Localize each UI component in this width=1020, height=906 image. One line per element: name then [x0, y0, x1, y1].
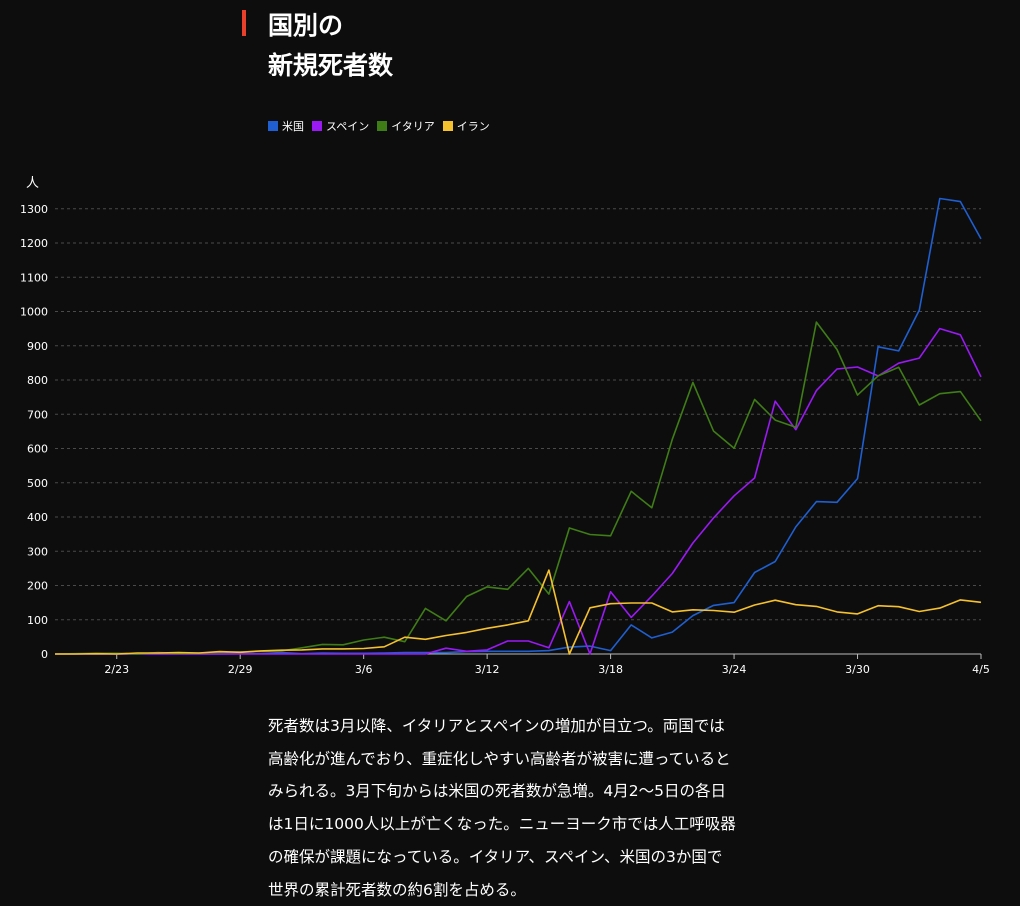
caption-line: の確保が課題になっている。イタリア、スペイン、米国の3か国で	[268, 847, 723, 866]
legend-swatch-iran	[442, 121, 453, 131]
series-line-スペイン	[55, 327, 982, 655]
x-tick-label: 3/12	[475, 663, 500, 676]
legend-item-us: 米国	[268, 118, 304, 134]
y-tick-label: 800	[27, 374, 48, 387]
legend-label-spain: スペイン	[326, 120, 370, 133]
caption-line: は1日に1000人以上が亡くなった。ニューヨーク市では人工呼吸器	[268, 815, 736, 834]
y-tick-label: 0	[41, 648, 48, 661]
y-tick-label: 500	[27, 477, 48, 490]
legend-item-spain: スペイン	[312, 118, 369, 134]
line-chart: 0 100 200 300 400 500 600 700 800 900 1000 1100 1200…	[20, 197, 990, 676]
legend-item-italy: イタリア	[377, 118, 435, 134]
caption-line: みられる。3月下旬からは米国の死者数が急増。4月2～5日の各日	[268, 782, 726, 801]
x-tick-label: 3/6	[355, 663, 373, 676]
x-tick-label: 3/24	[722, 663, 747, 676]
caption-line: 高齢化が進んでおり、重症化しやすい高齢者が被害に遭っていると	[268, 749, 731, 768]
y-tick-label: 600	[27, 443, 48, 456]
y-tick-label: 1200	[20, 237, 48, 250]
y-tick-label: 400	[27, 511, 48, 524]
legend-item-iran: イラン	[442, 118, 490, 134]
legend-label-italy: イタリア	[391, 120, 435, 133]
legend-swatch-us	[268, 121, 278, 131]
x-tick-label: 2/29	[228, 663, 253, 676]
title-line-1: 国別の	[268, 11, 344, 40]
y-tick-label: 700	[27, 408, 48, 421]
y-tick-label: 300	[27, 545, 48, 558]
y-tick-label: 100	[27, 614, 48, 627]
series-line-イラン	[55, 569, 982, 655]
y-tick-label: 1300	[20, 203, 48, 216]
legend-label-iran: イラン	[456, 120, 490, 133]
series-line-イタリア	[54, 321, 982, 655]
legend-swatch-spain	[312, 121, 322, 131]
page-title: 国別の 新規死者数	[268, 6, 393, 86]
x-tick-label: 2/23	[104, 663, 129, 676]
caption-line: 死者数は3月以降、イタリアとスペインの増加が目立つ。両国では	[268, 717, 725, 735]
caption-text: 死者数は3月以降、イタリアとスペインの増加が目立つ。両国では 高齢化が進んでおり…	[268, 710, 768, 906]
title-line-2: 新規死者数	[268, 51, 394, 80]
x-tick-label: 3/30	[845, 663, 870, 676]
y-tick-label: 200	[27, 580, 48, 593]
y-tick-label: 1100	[20, 271, 48, 284]
legend: 米国 スペイン イタリア イラン	[268, 118, 490, 134]
y-tick-label: 900	[27, 340, 48, 353]
title-accent-bar	[242, 10, 246, 36]
y-tick-label: 1000	[20, 306, 48, 319]
x-tick-label: 3/18	[598, 663, 623, 676]
legend-swatch-italy	[377, 121, 388, 131]
caption-line: 世界の累計死者数の約6割を占める。	[268, 880, 526, 899]
x-tick-label: 4/5	[972, 663, 990, 676]
legend-label-us: 米国	[282, 120, 304, 133]
y-axis-unit-label: 人	[26, 176, 40, 191]
